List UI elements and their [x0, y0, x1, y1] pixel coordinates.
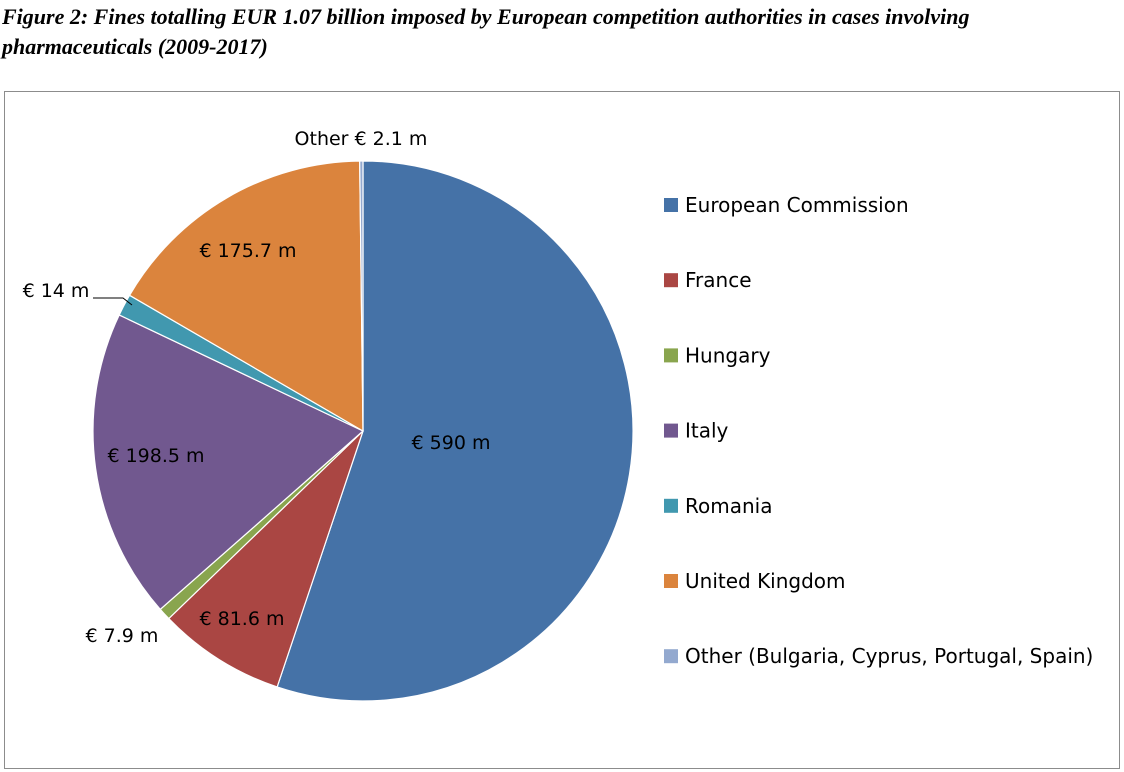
data-label-united-kingdom: € 175.7 m — [199, 240, 296, 262]
pie-slice-united-kingdom — [128, 160, 364, 433]
data-label-italy: € 198.5 m — [107, 445, 204, 467]
figure-title: Figure 2: Fines totalling EUR 1.07 billi… — [2, 4, 970, 59]
data-label-france: € 81.6 m — [200, 608, 285, 630]
legend-swatch-romania — [664, 498, 678, 513]
legend-swatch-other-bulgaria-cyprus-portugal-spain — [664, 649, 678, 664]
data-labels: € 590 m € 81.6 m € 7.9 m € 198.5 m € 14 m € 1… — [23, 128, 491, 647]
legend-label-romania: Romania — [685, 494, 772, 518]
data-label-other-bulgaria-cyprus-portugal-spain: Other € 2.1 m — [295, 128, 428, 150]
pie-slice-other-bulgaria-cyprus-portugal-spain — [359, 160, 364, 432]
pie-slice-italy — [92, 314, 365, 611]
pie-slices — [92, 160, 634, 702]
legend-label-hungary: Hungary — [685, 343, 771, 367]
legend: European Commission France Hungary Italy Rom… — [664, 193, 1093, 668]
pie-slice-france — [167, 430, 364, 688]
legend-swatch-italy — [664, 423, 678, 438]
legend-label-european-commission: European Commission — [685, 193, 909, 217]
legend-label-united-kingdom: United Kingdom — [685, 569, 846, 593]
data-label-european-commission: € 590 m — [412, 432, 491, 454]
pie-slice-european-commission — [276, 160, 634, 702]
legend-swatch-united-kingdom — [664, 574, 678, 588]
leader-line-romania — [93, 297, 133, 306]
legend-label-italy: Italy — [685, 419, 729, 443]
leader-lines — [93, 297, 133, 306]
legend-swatch-france — [664, 273, 678, 288]
data-label-hungary: € 7.9 m — [86, 625, 159, 647]
legend-swatch-european-commission — [664, 198, 678, 212]
legend-swatch-hungary — [664, 348, 678, 363]
legend-label-other-bulgaria-cyprus-portugal-spain: Other (Bulgaria, Cyprus, Portugal, Spain… — [685, 644, 1093, 668]
data-label-romania: € 14 m — [23, 280, 90, 302]
legend-label-france: France — [685, 268, 752, 292]
